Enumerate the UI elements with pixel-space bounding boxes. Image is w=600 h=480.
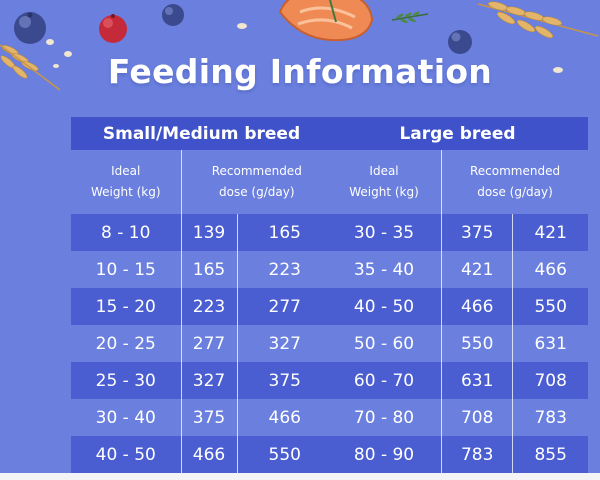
table-row: 70 - 80 708 783 [327, 399, 588, 436]
dose-low-cell: 783 [441, 436, 513, 473]
rosemary-icon [391, 11, 429, 23]
blueberry-icon [162, 4, 184, 26]
dose-low-cell: 550 [441, 325, 513, 362]
dose-low-cell: 165 [180, 251, 237, 288]
dose-low-cell: 223 [180, 288, 237, 325]
bottom-strip [0, 473, 600, 480]
wheat-stalk-icon [0, 44, 61, 91]
table-row: 40 - 50 466 550 [71, 436, 333, 473]
table-row: 20 - 25 277 327 [71, 325, 333, 362]
dose-high-cell: 466 [236, 399, 333, 436]
weight-cell: 15 - 20 [71, 288, 181, 325]
dose-high-cell: 421 [512, 214, 588, 251]
dose-high-cell: 375 [236, 362, 333, 399]
blueberry-icon [14, 12, 46, 44]
table-heading: Small/Medium breed [71, 117, 333, 150]
feeding-table-small-medium: Small/Medium breed Ideal Weight (kg) Rec… [71, 117, 333, 473]
column-header-weight-label: Ideal Weight (kg) [349, 164, 419, 199]
weight-cell: 70 - 80 [327, 399, 442, 436]
table-row: 80 - 90 783 855 [327, 436, 588, 473]
oat-flake-icon [237, 23, 247, 29]
weight-cell: 10 - 15 [71, 251, 181, 288]
dose-high-cell: 631 [512, 325, 588, 362]
dose-low-cell: 375 [441, 214, 513, 251]
table-row: 30 - 40 375 466 [71, 399, 333, 436]
dose-low-cell: 139 [180, 214, 237, 251]
weight-cell: 30 - 40 [71, 399, 181, 436]
dose-high-cell: 783 [512, 399, 588, 436]
table-row: 60 - 70 631 708 [327, 362, 588, 399]
weight-cell: 80 - 90 [327, 436, 442, 473]
dose-high-cell: 550 [512, 288, 588, 325]
weight-cell: 25 - 30 [71, 362, 181, 399]
weight-cell: 8 - 10 [71, 214, 181, 251]
column-header-weight: Ideal Weight (kg) [71, 150, 181, 214]
dose-high-cell: 223 [236, 251, 333, 288]
dose-high-cell: 550 [236, 436, 333, 473]
column-header-dose-label: Recommended dose (g/day) [211, 164, 302, 199]
dose-low-cell: 466 [441, 288, 513, 325]
weight-cell: 50 - 60 [327, 325, 442, 362]
column-header-weight-label: Ideal Weight (kg) [90, 164, 161, 199]
column-header-weight: Ideal Weight (kg) [327, 150, 442, 214]
dose-low-cell: 421 [441, 251, 513, 288]
oat-flake-icon [46, 39, 72, 68]
table-row: 25 - 30 327 375 [71, 362, 333, 399]
feeding-table-large: Large breed Ideal Weight (kg) Recommende… [327, 117, 588, 473]
wheat-stalk-icon [477, 1, 599, 39]
table-row: 15 - 20 223 277 [71, 288, 333, 325]
blueberry-icon [448, 30, 472, 54]
table-row: 10 - 15 165 223 [71, 251, 333, 288]
column-header-dose-label: Recommended dose (g/day) [469, 164, 561, 199]
dose-high-cell: 708 [512, 362, 588, 399]
table-row: 40 - 50 466 550 [327, 288, 588, 325]
weight-cell: 40 - 50 [71, 436, 181, 473]
weight-cell: 30 - 35 [327, 214, 442, 251]
dose-high-cell: 277 [236, 288, 333, 325]
dose-high-cell: 327 [236, 325, 333, 362]
dose-high-cell: 855 [512, 436, 588, 473]
weight-cell: 40 - 50 [327, 288, 442, 325]
weight-cell: 35 - 40 [327, 251, 442, 288]
dose-low-cell: 631 [441, 362, 513, 399]
table-row: 30 - 35 375 421 [327, 214, 588, 251]
page-title: Feeding Information [107, 52, 493, 91]
dose-low-cell: 708 [441, 399, 513, 436]
dose-high-cell: 165 [236, 214, 333, 251]
cranberry-icon [99, 14, 127, 43]
table-row: 35 - 40 421 466 [327, 251, 588, 288]
dose-high-cell: 466 [512, 251, 588, 288]
dose-low-cell: 327 [180, 362, 237, 399]
dose-low-cell: 277 [180, 325, 237, 362]
dose-low-cell: 375 [180, 399, 237, 436]
dose-low-cell: 466 [180, 436, 237, 473]
table-row: 50 - 60 550 631 [327, 325, 588, 362]
weight-cell: 20 - 25 [71, 325, 181, 362]
weight-cell: 60 - 70 [327, 362, 442, 399]
column-header-dose: Recommended dose (g/day) [441, 150, 588, 214]
table-row: 8 - 10 139 165 [71, 214, 333, 251]
salmon-steak-icon [278, 0, 374, 42]
table-heading: Large breed [327, 117, 588, 150]
column-header-dose: Recommended dose (g/day) [180, 150, 333, 214]
oat-flake-icon [553, 67, 563, 73]
